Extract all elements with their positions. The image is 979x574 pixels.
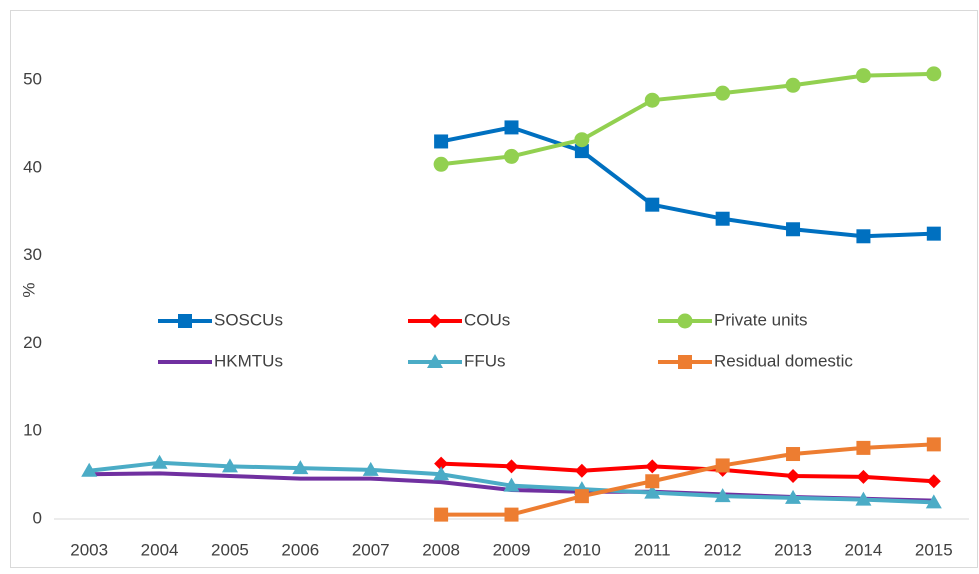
marker bbox=[434, 134, 449, 149]
marker bbox=[926, 437, 941, 452]
marker bbox=[855, 68, 871, 84]
marker bbox=[504, 507, 519, 522]
marker bbox=[786, 447, 801, 462]
marker bbox=[645, 474, 660, 489]
marker bbox=[221, 458, 238, 473]
marker bbox=[715, 85, 731, 101]
series-line bbox=[441, 461, 934, 484]
y-tick-label: 10 bbox=[23, 421, 42, 440]
x-tick-label: 2008 bbox=[422, 540, 460, 559]
marker bbox=[574, 132, 590, 148]
marker bbox=[926, 226, 941, 241]
legend-label: Residual domestic bbox=[714, 351, 853, 370]
marker bbox=[714, 488, 731, 503]
marker bbox=[644, 484, 661, 499]
series-line bbox=[440, 71, 934, 167]
marker bbox=[434, 507, 449, 522]
marker bbox=[362, 461, 379, 476]
legend-label: Private units bbox=[714, 310, 808, 329]
x-tick-label: 2004 bbox=[141, 540, 179, 559]
marker bbox=[785, 489, 802, 504]
y-tick-label: 0 bbox=[33, 508, 42, 527]
x-tick-label: 2009 bbox=[493, 540, 531, 559]
x-tick-label: 2005 bbox=[211, 540, 249, 559]
marker bbox=[574, 489, 589, 504]
marker bbox=[433, 156, 449, 172]
marker bbox=[925, 494, 942, 509]
legend-marker bbox=[428, 314, 442, 328]
marker bbox=[645, 459, 660, 474]
marker bbox=[574, 463, 589, 478]
y-tick-label: 20 bbox=[23, 333, 42, 352]
marker bbox=[151, 454, 168, 469]
marker bbox=[786, 468, 801, 483]
legend-label: SOSCUs bbox=[214, 310, 283, 329]
series-line bbox=[441, 442, 934, 517]
marker bbox=[856, 469, 871, 484]
y-tick-label: 50 bbox=[23, 69, 42, 88]
y-tick-label: 30 bbox=[23, 245, 42, 264]
marker bbox=[434, 456, 449, 471]
legend-label: FFUs bbox=[464, 351, 506, 370]
legend-marker bbox=[678, 355, 692, 369]
marker bbox=[786, 222, 801, 237]
x-tick-label: 2012 bbox=[704, 540, 742, 559]
marker bbox=[855, 491, 872, 506]
x-tick-label: 2011 bbox=[634, 540, 671, 559]
x-tick-label: 2006 bbox=[281, 540, 319, 559]
marker bbox=[645, 197, 660, 212]
marker bbox=[715, 211, 730, 226]
y-axis-label: % bbox=[19, 282, 38, 297]
marker bbox=[926, 474, 941, 489]
x-tick-label: 2013 bbox=[774, 540, 812, 559]
legend-marker bbox=[427, 354, 443, 368]
marker bbox=[433, 466, 450, 481]
y-tick-label: 40 bbox=[23, 157, 42, 176]
legend-label: HKMTUs bbox=[214, 351, 283, 370]
legend-marker bbox=[677, 313, 693, 329]
legend-label: COUs bbox=[464, 310, 510, 329]
marker bbox=[856, 229, 871, 244]
marker bbox=[785, 77, 801, 93]
marker bbox=[856, 440, 871, 455]
x-tick-label: 2010 bbox=[563, 540, 601, 559]
marker bbox=[926, 66, 942, 82]
marker bbox=[574, 144, 589, 159]
x-tick-label: 2007 bbox=[352, 540, 390, 559]
marker bbox=[504, 148, 519, 164]
series-line bbox=[440, 125, 934, 239]
marker bbox=[81, 462, 98, 477]
marker bbox=[715, 458, 730, 473]
legend-marker bbox=[178, 314, 192, 328]
marker bbox=[504, 459, 519, 474]
x-tick-label: 2015 bbox=[915, 540, 953, 559]
x-tick-label: 2003 bbox=[70, 540, 108, 559]
marker bbox=[292, 460, 309, 475]
marker bbox=[503, 477, 520, 492]
marker bbox=[504, 120, 519, 135]
x-tick-label: 2014 bbox=[845, 540, 883, 559]
marker bbox=[644, 92, 660, 108]
